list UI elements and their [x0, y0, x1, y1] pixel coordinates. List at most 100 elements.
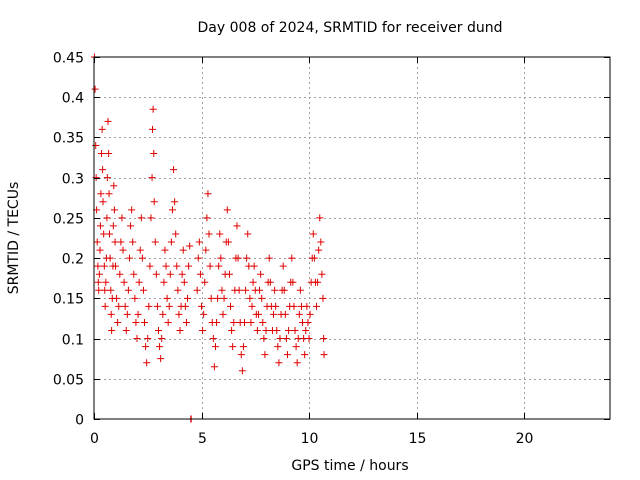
data-point — [129, 238, 137, 246]
data-point — [314, 278, 322, 286]
data-point — [130, 270, 138, 278]
data-point — [257, 270, 265, 278]
data-point — [233, 222, 241, 230]
data-point — [105, 230, 113, 238]
data-point — [156, 343, 164, 351]
data-point — [138, 254, 146, 262]
data-point — [99, 198, 107, 206]
data-point — [284, 351, 291, 359]
data-point — [134, 310, 142, 318]
data-point — [173, 262, 181, 270]
data-point — [281, 310, 289, 318]
data-point — [157, 355, 165, 363]
data-point — [186, 242, 194, 250]
data-point — [146, 262, 154, 270]
data-point — [104, 117, 112, 125]
x-tick-label: 0 — [90, 431, 99, 447]
y-tick-label: 0.25 — [53, 212, 84, 228]
data-point — [152, 270, 160, 278]
data-point — [118, 214, 126, 222]
data-point — [142, 343, 150, 351]
data-point — [127, 222, 135, 230]
data-point — [178, 270, 186, 278]
data-point — [94, 262, 102, 270]
data-point — [107, 310, 115, 318]
data-point — [320, 351, 328, 359]
data-point — [202, 246, 210, 254]
data-point — [271, 286, 279, 294]
data-point — [258, 294, 266, 302]
data-point — [242, 286, 250, 294]
data-point — [302, 327, 310, 335]
data-point — [249, 278, 257, 286]
data-point — [106, 254, 114, 262]
data-point — [320, 335, 328, 343]
data-point — [114, 318, 122, 326]
data-point — [235, 286, 243, 294]
data-point — [185, 262, 193, 270]
data-point — [121, 302, 129, 310]
data-point — [274, 343, 282, 351]
data-points — [90, 53, 328, 423]
data-point — [216, 230, 224, 238]
data-point — [105, 190, 113, 198]
data-point — [116, 270, 124, 278]
data-point — [93, 238, 101, 246]
y-tick-label: 0.2 — [62, 252, 84, 268]
data-point — [153, 302, 161, 310]
y-tick-label: 0.4 — [62, 91, 84, 107]
data-point — [203, 214, 211, 222]
data-point — [147, 214, 155, 222]
data-point — [234, 254, 242, 262]
data-point — [316, 214, 324, 222]
data-point — [148, 125, 156, 133]
data-point — [317, 238, 325, 246]
y-tick-label: 0 — [75, 413, 84, 429]
data-point — [289, 278, 297, 286]
grid-lines — [94, 57, 610, 419]
y-tick-label: 0.45 — [53, 51, 84, 67]
data-point — [218, 286, 226, 294]
data-point — [292, 343, 300, 351]
data-point — [200, 310, 208, 318]
data-point — [217, 254, 225, 262]
data-point — [92, 141, 100, 149]
data-point — [310, 254, 318, 262]
data-point — [214, 294, 222, 302]
data-point — [201, 278, 209, 286]
x-tick-label: 5 — [198, 431, 207, 447]
data-point — [175, 310, 183, 318]
x-tick-label: 20 — [516, 431, 534, 447]
data-point — [98, 125, 106, 133]
data-point — [160, 278, 168, 286]
data-point — [313, 302, 321, 310]
data-point — [243, 254, 251, 262]
data-point — [103, 214, 111, 222]
data-point — [296, 286, 304, 294]
data-point — [265, 254, 273, 262]
x-tick-label: 10 — [301, 431, 319, 447]
data-point — [172, 230, 180, 238]
data-point — [125, 254, 133, 262]
data-point — [253, 327, 261, 335]
data-point — [213, 318, 221, 326]
data-point — [228, 327, 236, 335]
data-point — [182, 318, 190, 326]
data-point — [108, 327, 116, 335]
data-point — [303, 302, 311, 310]
data-point — [261, 351, 269, 359]
data-point — [135, 278, 143, 286]
data-point — [315, 246, 323, 254]
data-point — [122, 327, 130, 335]
data-point — [174, 286, 182, 294]
data-point — [204, 190, 212, 198]
data-point — [100, 262, 108, 270]
data-point — [293, 359, 301, 367]
data-point — [96, 246, 104, 254]
data-point — [224, 238, 232, 246]
data-point — [101, 286, 109, 294]
y-axis-label: SRMTID / TECUs — [6, 182, 22, 295]
data-point — [141, 318, 149, 326]
data-point — [319, 294, 327, 302]
